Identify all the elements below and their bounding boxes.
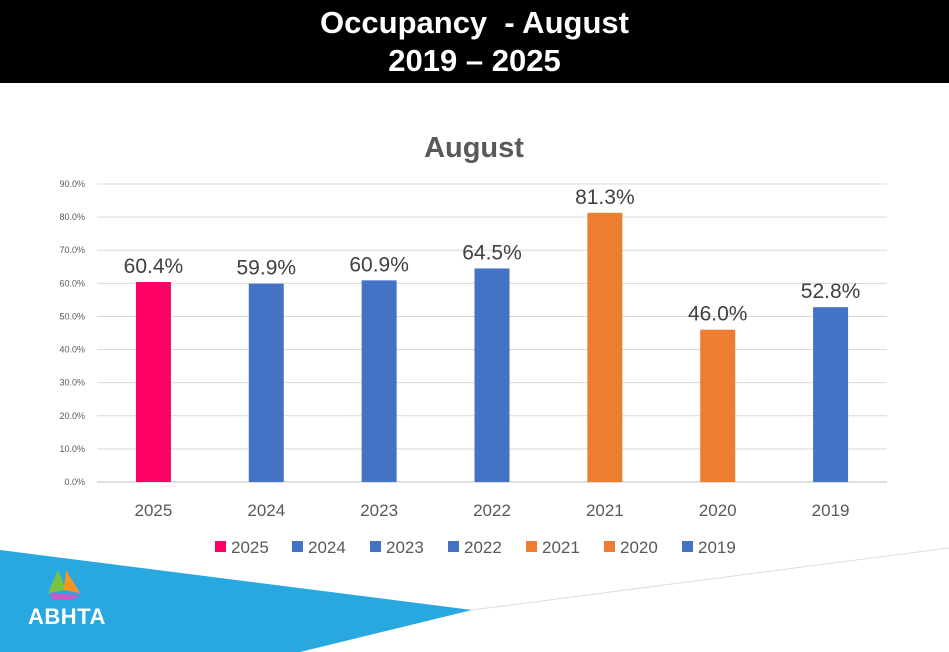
- x-tick-label: 2020: [699, 501, 737, 520]
- data-label: 64.5%: [462, 241, 522, 264]
- y-tick-label: 10.0%: [59, 444, 85, 454]
- data-label: 60.4%: [124, 255, 184, 278]
- data-label: 46.0%: [688, 303, 748, 326]
- x-tick-label: 2023: [360, 501, 398, 520]
- logo-text: ABHTA: [28, 604, 106, 629]
- legend-entry: 2025: [231, 538, 269, 557]
- y-tick-label: 80.0%: [59, 212, 85, 222]
- data-label: 59.9%: [237, 257, 297, 280]
- legend-swatch: [604, 541, 615, 552]
- y-tick-label: 40.0%: [59, 345, 85, 355]
- y-tick-label: 20.0%: [59, 411, 85, 421]
- header-subtitle: 2019 – 2025: [388, 43, 561, 78]
- y-tick-label: 30.0%: [59, 378, 85, 388]
- legend-entry: 2020: [620, 538, 658, 557]
- x-tick-label: 2019: [812, 501, 850, 520]
- blue-band: [0, 550, 472, 652]
- legend-entry: 2022: [464, 538, 502, 557]
- legend-entry: 2024: [308, 538, 346, 557]
- y-tick-label: 60.0%: [59, 278, 85, 288]
- legend-entry: 2021: [542, 538, 580, 557]
- bar-2025: [135, 282, 171, 482]
- data-label: 81.3%: [575, 186, 635, 209]
- header-title: Occupancy - August: [320, 5, 629, 40]
- chart-title: August: [424, 132, 524, 164]
- legend-swatch: [370, 541, 381, 552]
- legend-entry: 2019: [698, 538, 736, 557]
- bar-2024: [248, 283, 284, 482]
- x-tick-label: 2025: [135, 501, 173, 520]
- legend-swatch: [448, 541, 459, 552]
- slide-header: Occupancy - August 2019 – 2025: [0, 0, 949, 83]
- y-tick-label: 50.0%: [59, 311, 85, 321]
- bar-2020: [700, 329, 736, 482]
- x-tick-label: 2021: [586, 501, 624, 520]
- y-tick-label: 70.0%: [59, 245, 85, 255]
- legend-swatch: [215, 541, 226, 552]
- data-label: 52.8%: [801, 280, 861, 303]
- bar-2023: [361, 280, 397, 482]
- bar-2022: [474, 268, 510, 482]
- logo-icon: [48, 570, 80, 600]
- y-tick-label: 0.0%: [64, 477, 85, 487]
- legend-swatch: [682, 541, 693, 552]
- data-label: 60.9%: [349, 253, 409, 276]
- y-tick-label: 90.0%: [59, 179, 85, 189]
- legend-swatch: [526, 541, 537, 552]
- x-tick-label: 2022: [473, 501, 511, 520]
- legend-swatch: [292, 541, 303, 552]
- x-tick-label: 2024: [247, 501, 285, 520]
- bar-2021: [587, 212, 623, 482]
- divider-line: [471, 547, 949, 611]
- legend-entry: 2023: [386, 538, 424, 557]
- bar-2019: [813, 307, 849, 482]
